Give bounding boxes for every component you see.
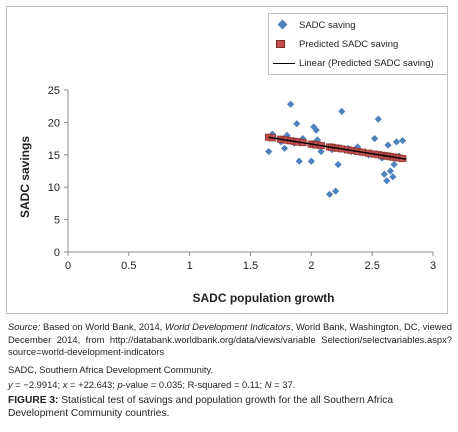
y-axis-title: SADC savings: [18, 136, 32, 218]
data-point-sadc-saving: [280, 144, 289, 152]
x-axis-title: SADC population growth: [193, 291, 335, 305]
y-tick-label: 0: [54, 247, 60, 259]
legend-item-sadc-saving: SADC saving: [273, 17, 356, 33]
stats-y: y: [8, 379, 13, 390]
source-text: Based on World Bank, 2014,: [40, 321, 166, 332]
data-point-sadc-saving: [332, 187, 340, 195]
x-tick-label: 3: [430, 260, 436, 272]
legend-label: Predicted SADC saving: [299, 38, 399, 50]
data-point-sadc-saving: [338, 107, 346, 115]
stats-p: p: [117, 379, 123, 390]
x-tick-label: 1.5: [243, 260, 258, 272]
data-point-sadc-saving: [287, 100, 295, 108]
source-title: World Development Indicators: [165, 321, 291, 332]
data-point-sadc-saving: [374, 115, 382, 123]
data-point-sadc-saving: [389, 173, 397, 181]
x-tick-label: 0: [65, 260, 71, 272]
regression-stats: y = −2.9914; x = +22.643; p-value = 0.03…: [8, 379, 452, 392]
data-point-sadc-saving: [293, 120, 301, 128]
scatter-chart: 0 5 10 15 20 25 0 0.5 1 1.5 2 2.5 3 SADC population g…: [18, 85, 436, 305]
x-tick-label: 2: [308, 260, 314, 272]
data-point-sadc-saving: [390, 160, 398, 169]
source-label: Source:: [8, 321, 41, 332]
y-tick-label: 5: [54, 215, 60, 227]
stats-text: = +22.643;: [67, 379, 118, 390]
data-point-sadc-saving: [384, 141, 392, 149]
figure-text: Statistical test of savings and populati…: [8, 395, 394, 420]
stats-text: = −2.9914;: [12, 379, 63, 390]
data-point-sadc-saving: [392, 138, 401, 146]
figure-caption: FIGURE 3: Statistical test of savings an…: [8, 394, 452, 420]
legend-item-linear: Linear (Predicted SADC saving): [273, 55, 434, 71]
data-point-sadc-saving: [386, 167, 395, 175]
legend-item-predicted: Predicted SADC saving: [273, 36, 398, 52]
stats-x: x: [62, 379, 68, 390]
y-tick-label: 10: [48, 182, 60, 194]
data-point-sadc-saving: [371, 135, 379, 143]
data-point-sadc-saving: [334, 160, 342, 169]
y-tick-label: 15: [48, 150, 60, 162]
data-point-sadc-saving: [295, 157, 303, 165]
diamond-marker-icon: [273, 17, 295, 33]
data-point-sadc-saving: [325, 190, 334, 198]
legend-label: SADC saving: [299, 19, 356, 31]
figure-label: FIGURE 3:: [8, 395, 59, 406]
line-marker-icon: [273, 55, 295, 71]
y-tick-label: 20: [48, 117, 60, 129]
data-point-sadc-saving: [317, 147, 325, 156]
trendline-linear: [268, 136, 407, 160]
data-point-sadc-saving: [383, 177, 391, 185]
stats-n: N: [264, 379, 272, 390]
data-point-sadc-saving: [380, 170, 388, 178]
chart-legend: SADC saving Predicted SADC saving Linear…: [268, 13, 448, 75]
data-point-sadc-saving: [398, 136, 407, 145]
legend-label: Linear (Predicted SADC saving): [299, 57, 434, 69]
data-point-sadc-saving: [265, 147, 273, 156]
source-text-continued: , World Bank, Washington, DC, viewed Dec…: [8, 321, 452, 358]
x-tick-label: 1: [187, 260, 193, 272]
x-tick-label: 0.5: [121, 260, 136, 272]
chart-container: 0 5 10 15 20 25 0 0.5 1 1.5 2 2.5 3 SADC population g…: [6, 6, 448, 314]
x-tick-label: 2.5: [365, 260, 380, 272]
source-note: Source: Based on World Bank, 2014, World…: [8, 321, 452, 359]
square-marker-icon: [273, 36, 295, 52]
stats-text: = 37.: [271, 379, 296, 390]
y-tick-label: 25: [48, 85, 60, 97]
stats-text: -value = 0.035; R-squared = 0.11;: [122, 379, 265, 390]
abbreviation-note: SADC, Southern Africa Development Commun…: [8, 364, 214, 375]
data-point-sadc-saving: [307, 157, 315, 165]
